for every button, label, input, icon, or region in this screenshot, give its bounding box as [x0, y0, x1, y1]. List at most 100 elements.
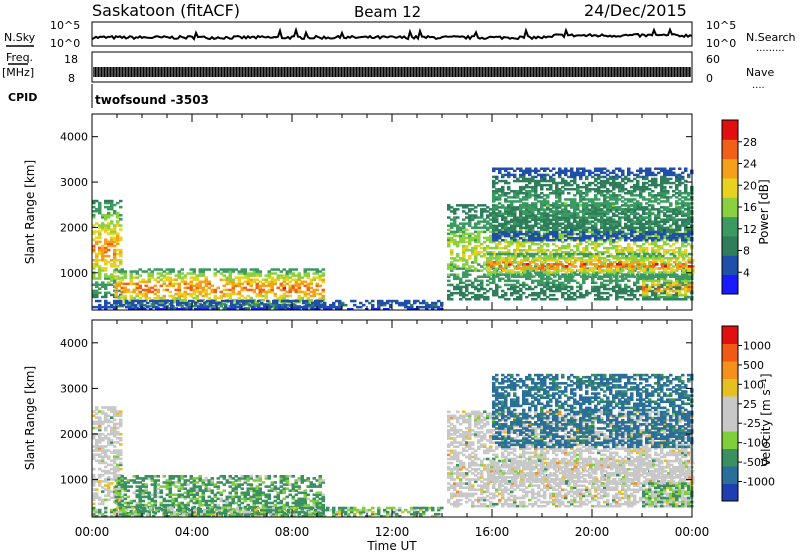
heatmap-cell — [228, 280, 232, 283]
heatmap-cell — [245, 299, 249, 303]
heatmap-cell — [249, 274, 253, 277]
heatmap-cell — [612, 208, 616, 211]
heatmap-cell — [188, 299, 192, 303]
heatmap-cell — [135, 272, 139, 275]
heatmap-cell — [228, 274, 232, 277]
heatmap-cell — [222, 274, 226, 277]
heatmap-cell — [609, 246, 613, 250]
heatmap-cell — [513, 179, 517, 183]
heatmap-cell — [404, 305, 408, 309]
heatmap-cell — [440, 303, 444, 307]
heatmap-cell — [543, 167, 547, 170]
heatmap-cell — [252, 288, 256, 292]
heatmap-cell — [141, 292, 145, 296]
heatmap-cell — [676, 275, 680, 278]
heatmap-cell — [231, 292, 235, 296]
heatmap-cell — [453, 273, 457, 276]
heatmap-cell — [549, 277, 553, 281]
heatmap-cell — [306, 284, 310, 288]
heatmap-cell — [676, 263, 680, 266]
heatmap-cell — [240, 276, 244, 279]
heatmap-cell — [630, 287, 634, 291]
heatmap-cell — [561, 226, 565, 230]
heatmap-cell — [528, 220, 532, 224]
heatmap-cell — [627, 214, 631, 217]
heatmap-cell — [525, 206, 529, 209]
heatmap-cell — [483, 261, 487, 264]
heatmap-cell — [413, 299, 417, 303]
heatmap-cell — [371, 308, 375, 311]
heatmap-cell — [621, 196, 625, 199]
heatmap-cell — [600, 190, 604, 193]
heatmap-cell — [675, 246, 679, 250]
heatmap-cell — [294, 268, 298, 271]
heatmap-cell — [320, 299, 324, 303]
heatmap-cell — [607, 259, 611, 262]
heatmap-cell — [249, 272, 253, 275]
heatmap-cell — [144, 288, 148, 292]
heatmap-cell — [474, 230, 478, 234]
heatmap-cell — [249, 268, 253, 271]
noise-right-dots: ......... — [756, 43, 785, 54]
heatmap-cell — [282, 280, 286, 283]
heatmap-cell — [201, 288, 205, 292]
heatmap-cell — [585, 234, 589, 238]
heatmap-cell — [502, 273, 506, 276]
heatmap-cell — [619, 275, 623, 278]
heatmap-cell — [315, 268, 319, 271]
heatmap-cell — [165, 276, 169, 279]
heatmap-cell — [234, 282, 238, 286]
heatmap-cell — [606, 287, 610, 291]
heatmap-cell — [201, 294, 205, 298]
heatmap-cell — [597, 285, 601, 289]
heatmap-cell — [513, 239, 517, 242]
heatmap-cell — [540, 173, 544, 177]
heatmap-cell — [183, 292, 187, 296]
heatmap-cell — [573, 232, 577, 236]
heatmap-cell — [101, 285, 105, 288]
heatmap-cell — [486, 283, 490, 287]
heatmap-cell — [639, 244, 643, 248]
heatmap-cell — [447, 224, 451, 227]
heatmap-cell — [177, 276, 181, 279]
heatmap-cell — [513, 206, 517, 209]
heatmap-cell — [603, 210, 607, 213]
heatmap-cell — [147, 274, 151, 277]
heatmap-cell — [591, 175, 595, 179]
heatmap-cell — [522, 169, 526, 173]
heatmap-cell — [450, 298, 454, 301]
heatmap-cell — [156, 288, 160, 292]
heatmap-cell — [492, 179, 496, 183]
heatmap-cell — [110, 263, 114, 266]
heatmap-cell — [338, 301, 342, 305]
heatmap-cell — [252, 274, 256, 277]
heatmap-cell — [248, 299, 252, 303]
heatmap-cell — [174, 282, 178, 286]
heatmap-cell — [110, 232, 114, 235]
heatmap-cell — [501, 167, 505, 170]
heatmap-cell — [657, 208, 661, 211]
heatmap-cell — [570, 167, 574, 170]
heatmap-cell — [207, 286, 211, 290]
heatmap-cell — [179, 308, 183, 311]
heatmap-cell — [257, 305, 261, 309]
heatmap-cell — [428, 303, 432, 307]
heatmap-cell — [225, 278, 229, 281]
heatmap-cell — [150, 274, 154, 277]
heatmap-cell — [300, 276, 304, 279]
heatmap-cell — [657, 244, 661, 248]
heatmap-cell — [607, 254, 611, 258]
heatmap-cell — [113, 244, 117, 248]
heatmap-cell — [267, 270, 271, 273]
heatmap-cell — [146, 301, 150, 305]
heatmap-cell — [642, 242, 646, 246]
heatmap-cell — [565, 256, 569, 260]
heatmap-cell — [534, 298, 538, 301]
heatmap-cell — [305, 299, 309, 303]
heatmap-cell — [318, 284, 322, 288]
heatmap-cell — [628, 256, 632, 260]
heatmap-cell — [595, 252, 599, 256]
heatmap-cell — [104, 263, 108, 266]
heatmap-cell — [119, 228, 123, 231]
